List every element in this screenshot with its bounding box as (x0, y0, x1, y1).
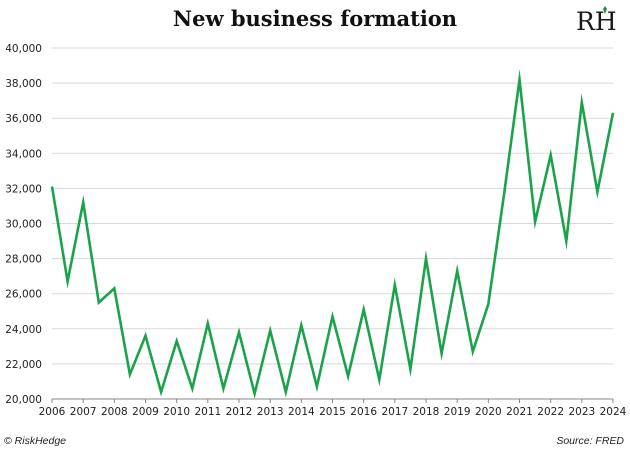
series-layer (50, 68, 615, 400)
x-tick-label: 2015 (319, 406, 346, 418)
y-tick-label: 28,000 (5, 254, 42, 266)
x-tick-label: 2017 (381, 406, 408, 418)
y-tick-label: 34,000 (5, 148, 42, 160)
riskhedge-logo: RH (576, 6, 617, 35)
x-tick-label: 2012 (226, 406, 253, 418)
y-tick-label: 38,000 (5, 78, 42, 90)
x-tick-label: 2020 (475, 406, 502, 418)
y-tick-label: 20,000 (5, 394, 42, 406)
y-axis-labels: 20,000 22,000 24,000 26,000 28,000 30,000 32,0… (5, 43, 42, 406)
y-tick-label: 32,000 (5, 183, 42, 195)
x-tick-label: 2022 (537, 406, 564, 418)
copyright-text: © RiskHedge (4, 435, 67, 447)
x-tick-label: 2024 (600, 406, 627, 418)
chart-title: New business formation (172, 6, 458, 31)
x-axis-labels: 2006 2007 2008 2009 2010 2011 2012 2013 2014 2015… (39, 399, 627, 418)
y-tick-label: 24,000 (5, 324, 42, 336)
x-tick-label: 2018 (413, 406, 440, 418)
x-tick-label: 2008 (101, 406, 128, 418)
x-tick-label: 2011 (194, 406, 221, 418)
x-tick-label: 2016 (350, 406, 377, 418)
x-tick-label: 2006 (39, 406, 66, 418)
series-line (50, 68, 615, 400)
x-tick-label: 2009 (132, 406, 159, 418)
y-tick-label: 40,000 (5, 43, 42, 55)
x-tick-label: 2007 (70, 406, 97, 418)
x-tick-label: 2019 (444, 406, 471, 418)
x-tick-label: 2014 (288, 406, 315, 418)
x-tick-label: 2021 (506, 406, 533, 418)
x-tick-label: 2010 (163, 406, 190, 418)
logo-text: RH (576, 7, 617, 35)
gridlines (52, 47, 613, 365)
source-text: Source: FRED (556, 435, 624, 447)
x-tick-label: 2013 (257, 406, 284, 418)
y-tick-label: 36,000 (5, 113, 42, 125)
y-tick-label: 30,000 (5, 219, 42, 231)
x-tick-label: 2023 (568, 406, 595, 418)
y-tick-label: 22,000 (5, 359, 42, 371)
y-tick-label: 26,000 (5, 289, 42, 301)
